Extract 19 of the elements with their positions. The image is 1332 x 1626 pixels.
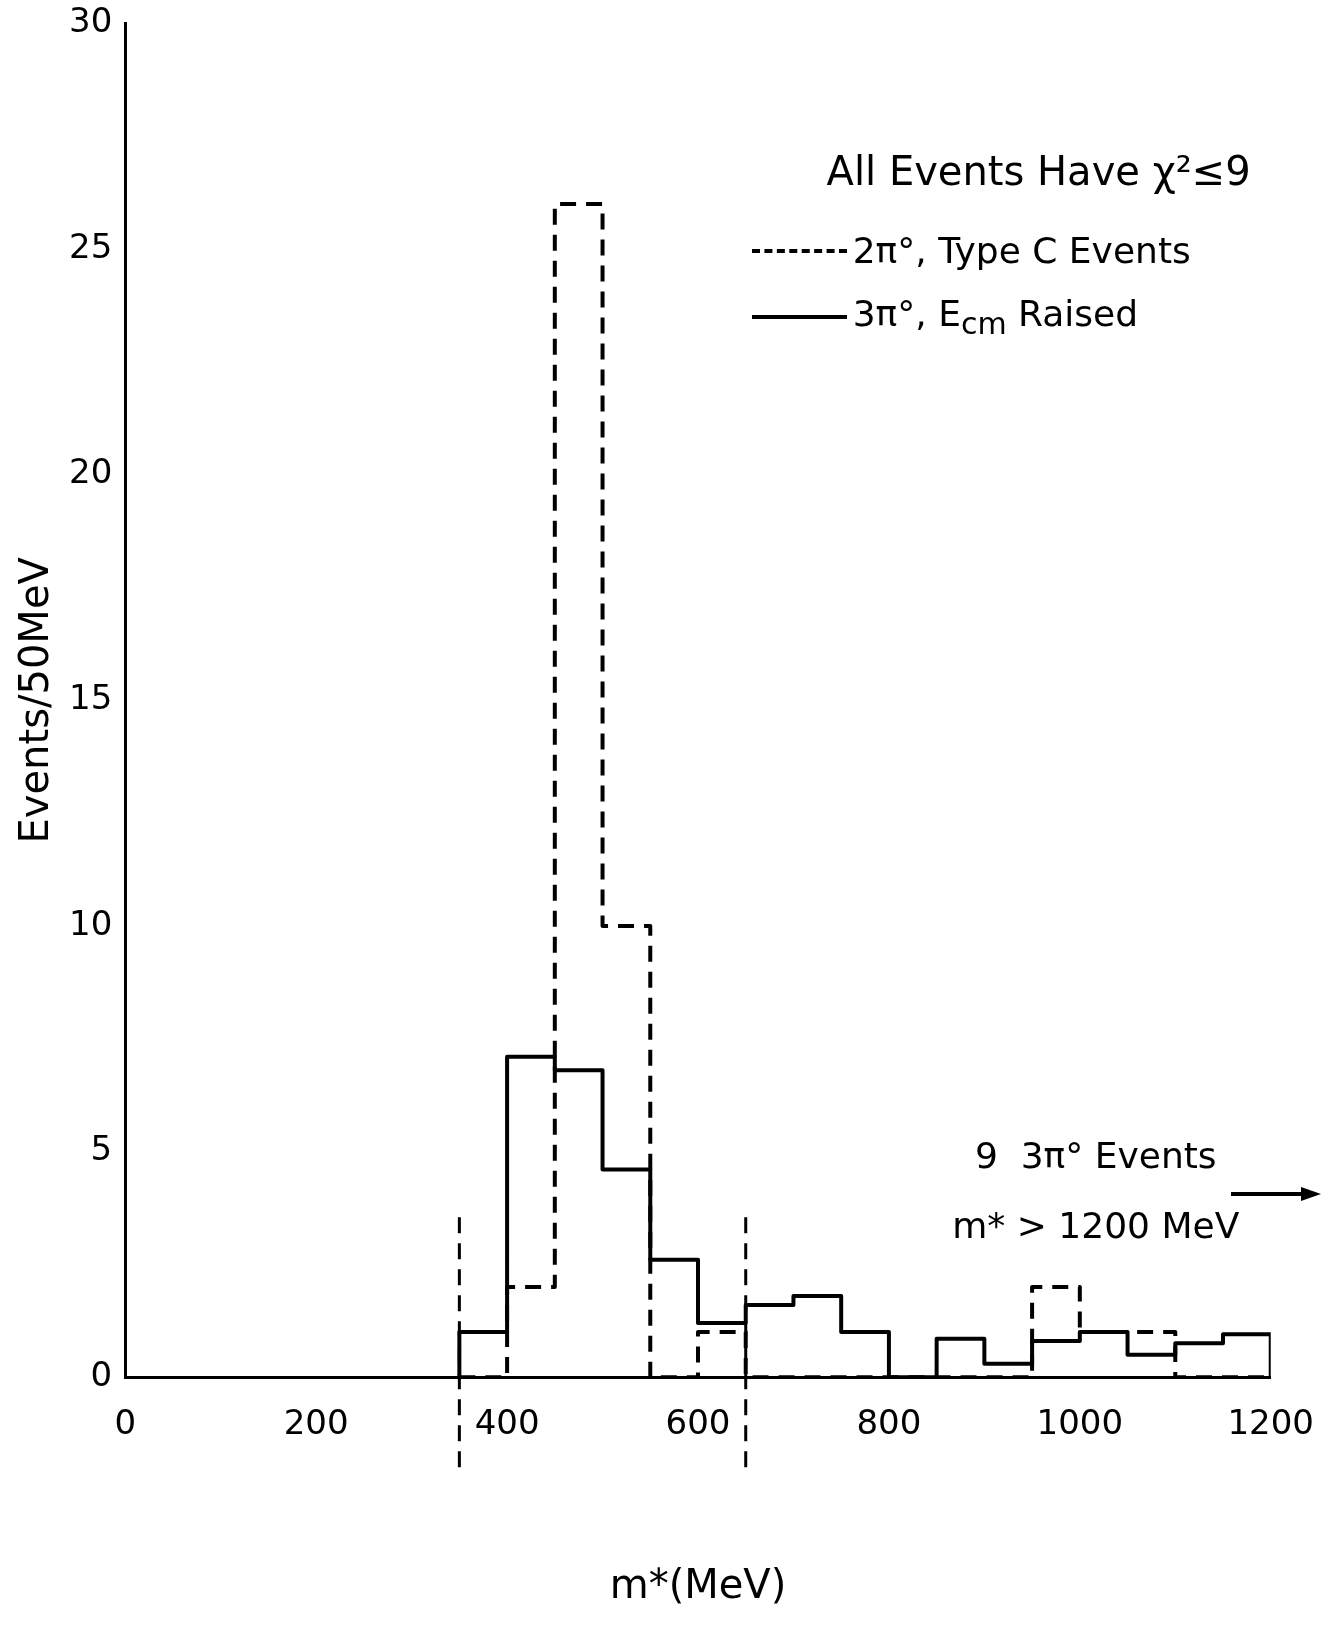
y-tick-label: 5	[90, 1128, 113, 1169]
y-tick-label: 15	[69, 677, 113, 718]
text: All Events Have χ²≤9	[826, 148, 1251, 194]
x-tick-label: 800	[856, 1402, 922, 1443]
y-tick-label: 0	[90, 1354, 113, 1395]
y-tick-label: 20	[69, 451, 113, 492]
legend-label: 3π°, E$_{cm}$ Raised	[852, 293, 1139, 342]
x-tick-label: 200	[283, 1402, 349, 1443]
y-tick-label: 30	[69, 0, 113, 41]
x-tick-label: 1000	[1036, 1402, 1124, 1443]
y-tick-label: 25	[69, 225, 113, 266]
y-tick-label: 10	[69, 902, 113, 943]
legend-label: 2π°, Type C Events	[852, 230, 1191, 271]
y-axis-title: Events/50MeV	[11, 556, 58, 844]
x-tick-label: 1200	[1227, 1402, 1314, 1443]
x-tick-label: 600	[665, 1402, 731, 1443]
x-axis-title: m*(MeV)	[609, 1561, 787, 1608]
annotation: 9 3π° Events m* > 1200 MeV	[952, 1135, 1240, 1246]
x-tick-label: 400	[474, 1402, 540, 1443]
